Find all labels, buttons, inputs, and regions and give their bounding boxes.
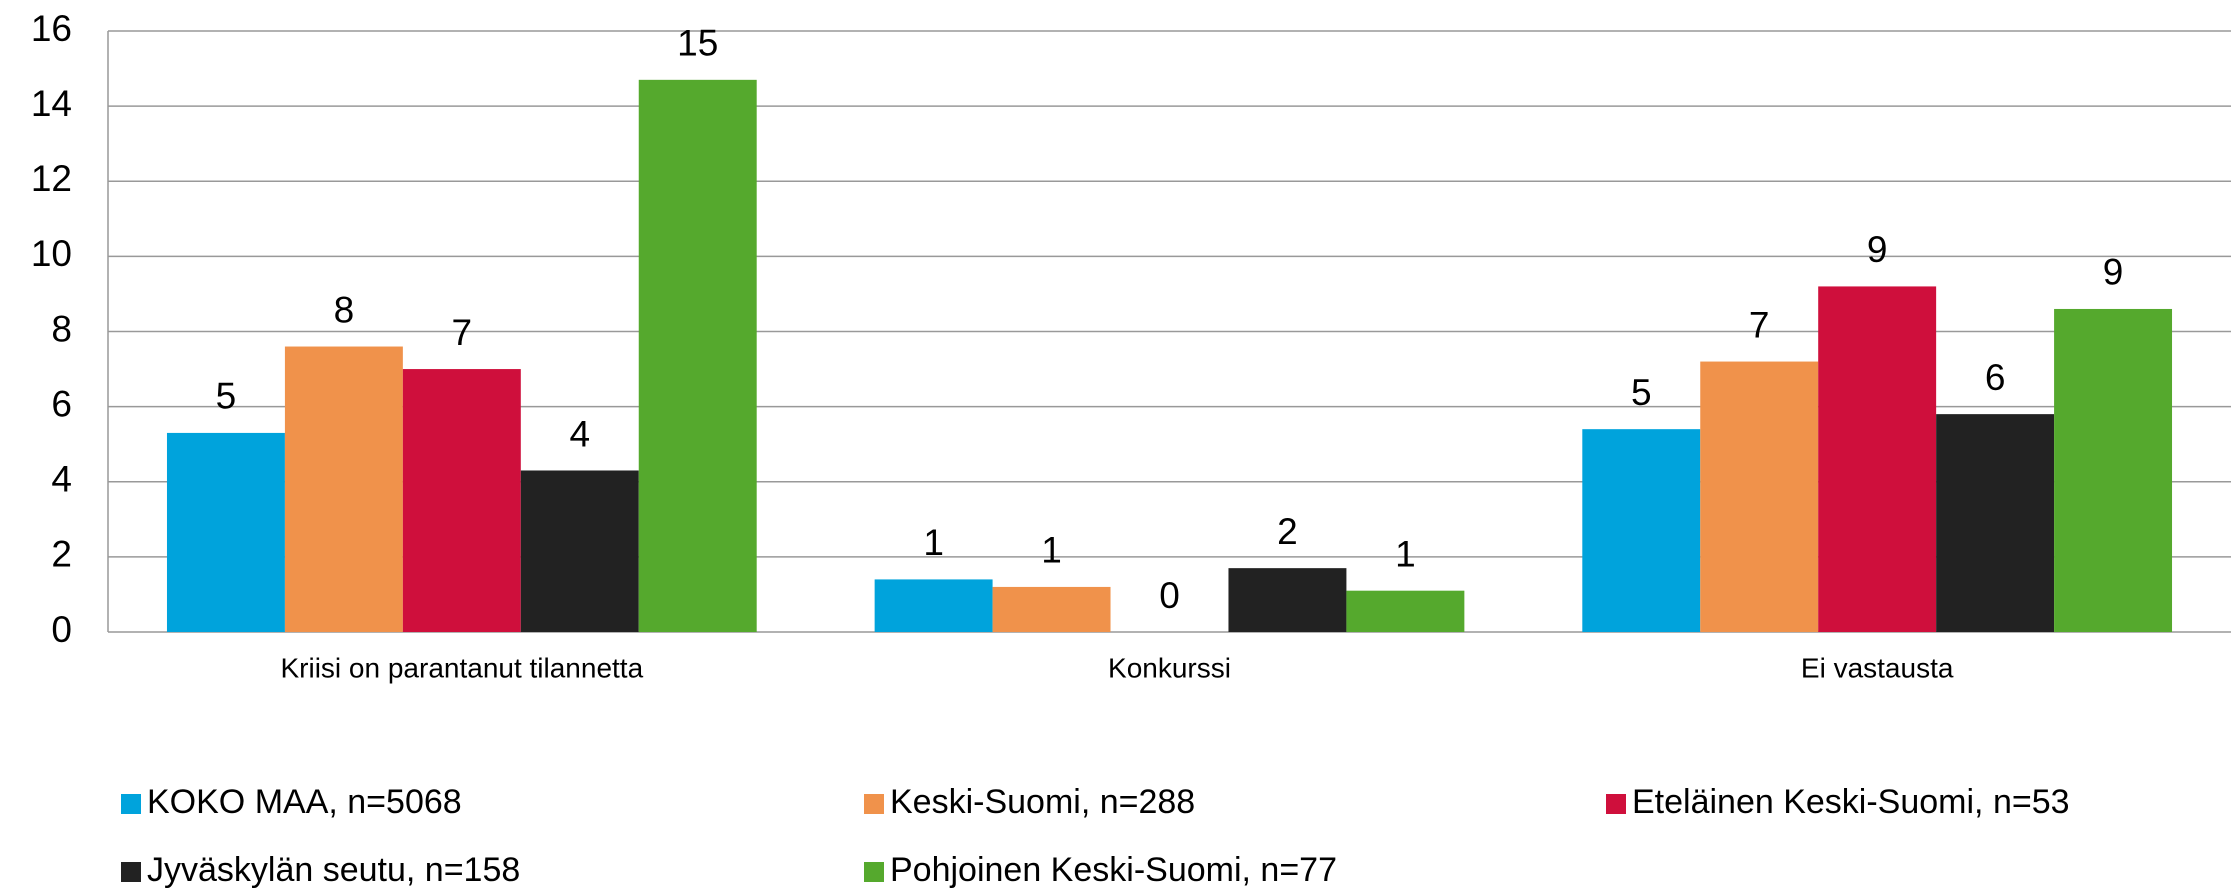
x-tick-label: Kriisi on parantanut tilannetta — [280, 652, 643, 683]
bar — [992, 586, 1111, 632]
data-label: 7 — [1749, 304, 1770, 345]
data-label: 0 — [1159, 575, 1180, 616]
y-tick-label: 0 — [51, 609, 72, 650]
y-tick-label: 2 — [51, 534, 72, 575]
legend-label: Pohjoinen Keski-Suomi, n=77 — [890, 851, 1337, 889]
data-label: 1 — [1041, 530, 1062, 571]
bar — [1228, 568, 1347, 632]
data-label: 2 — [1277, 511, 1298, 552]
bar — [1582, 429, 1701, 632]
bar — [638, 79, 757, 633]
data-label: 4 — [569, 413, 590, 454]
legend-swatch — [864, 862, 884, 882]
y-tick-label: 12 — [31, 158, 72, 199]
data-label: 8 — [334, 289, 355, 330]
data-label: 7 — [452, 312, 473, 353]
y-tick-label: 6 — [51, 383, 72, 424]
bar — [874, 579, 993, 632]
bar — [166, 432, 285, 632]
data-label: 9 — [2103, 252, 2124, 293]
data-label: 1 — [1395, 533, 1416, 574]
bar — [1818, 286, 1937, 632]
legend-swatch — [121, 862, 141, 882]
y-tick-label: 14 — [31, 83, 72, 124]
y-tick-label: 16 — [31, 8, 72, 49]
legend-swatch — [1606, 794, 1626, 814]
data-label: 5 — [216, 376, 237, 417]
legend-label: Keski-Suomi, n=288 — [890, 783, 1195, 821]
bar — [1700, 361, 1819, 632]
legend-label: Jyväskylän seutu, n=158 — [147, 851, 520, 889]
data-label: 15 — [677, 23, 718, 64]
data-label: 1 — [923, 522, 944, 563]
data-label: 6 — [1985, 357, 2006, 398]
x-tick-label: Konkurssi — [1108, 652, 1231, 683]
y-tick-label: 10 — [31, 233, 72, 274]
legend-label: Eteläinen Keski-Suomi, n=53 — [1632, 783, 2070, 821]
data-label: 9 — [1867, 229, 1888, 270]
bar — [1936, 414, 2055, 632]
bar — [284, 346, 403, 632]
bar — [2054, 308, 2173, 632]
legend-label: KOKO MAA, n=5068 — [147, 783, 462, 821]
bar — [520, 470, 639, 632]
y-tick-label: 8 — [51, 308, 72, 349]
bar — [402, 369, 521, 632]
data-label: 5 — [1631, 372, 1652, 413]
legend-swatch — [864, 794, 884, 814]
legend-swatch — [121, 794, 141, 814]
y-tick-label: 4 — [51, 459, 72, 500]
bar — [1346, 590, 1465, 632]
x-tick-label: Ei vastausta — [1801, 652, 1954, 683]
